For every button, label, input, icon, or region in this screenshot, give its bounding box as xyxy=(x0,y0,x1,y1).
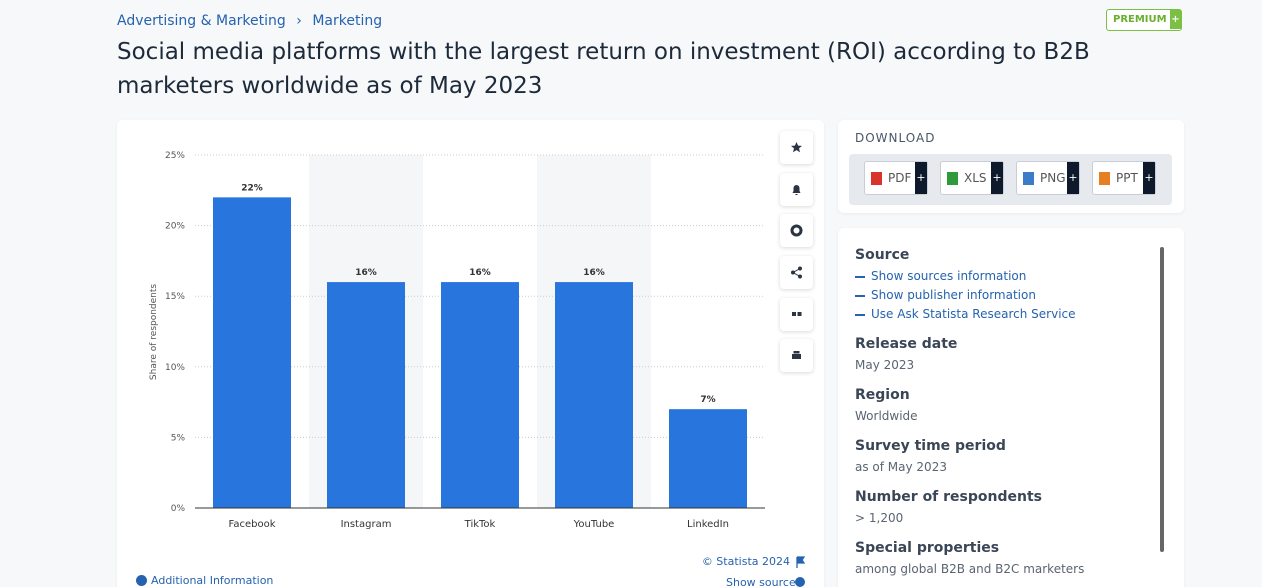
format-label: PNG xyxy=(1040,171,1066,185)
notification-button[interactable] xyxy=(780,173,813,206)
format-label: XLS xyxy=(964,171,987,185)
arrow-icon xyxy=(855,295,865,297)
download-button[interactable]: XLS + xyxy=(940,161,1004,195)
download-button[interactable]: PPT + xyxy=(1092,161,1156,195)
x-tick-label: TikTok xyxy=(464,519,496,530)
premium-badge[interactable]: PREMIUM + xyxy=(1106,9,1182,31)
value-label: 16% xyxy=(355,268,377,278)
cite-button[interactable] xyxy=(780,298,813,331)
additional-info-link[interactable]: Additional Information xyxy=(151,574,274,587)
bar xyxy=(441,282,519,508)
favorite-button[interactable] xyxy=(780,131,813,164)
x-tick-label: Instagram xyxy=(341,519,392,530)
x-tick-label: LinkedIn xyxy=(687,519,729,530)
badge-plus: + xyxy=(1170,10,1181,29)
share-button[interactable] xyxy=(780,256,813,289)
info-icon xyxy=(136,575,147,586)
y-tick-label: 5% xyxy=(171,433,186,443)
file-icon xyxy=(1099,172,1110,185)
file-icon xyxy=(947,172,958,185)
y-tick-label: 0% xyxy=(171,504,186,514)
file-icon xyxy=(1023,172,1034,185)
y-tick-label: 15% xyxy=(165,292,185,302)
file-icon xyxy=(871,172,882,185)
value-label: 16% xyxy=(583,268,605,278)
detail-link[interactable]: Use Ask Statista Research Service xyxy=(871,307,1076,321)
format-label: PPT xyxy=(1116,171,1138,185)
detail-link[interactable]: Show sources information xyxy=(871,269,1027,283)
detail-value: Worldwide xyxy=(855,409,918,423)
y-tick-label: 20% xyxy=(165,222,185,232)
y-tick-label: 25% xyxy=(165,151,185,161)
bar xyxy=(327,282,405,508)
show-source-link[interactable]: Show source xyxy=(726,576,796,587)
x-tick-label: Facebook xyxy=(229,519,276,530)
scrollbar xyxy=(1160,247,1164,552)
plus-icon: + xyxy=(915,162,927,194)
settings-button[interactable] xyxy=(780,214,813,247)
chart: Share of respondents © Statista 2024 0% 5… xyxy=(149,151,806,568)
detail-heading: Special properties xyxy=(855,540,1000,556)
y-axis-label: Share of respondents xyxy=(149,284,159,381)
x-tick-label: YouTube xyxy=(573,519,615,530)
detail-value: > 1,200 xyxy=(855,511,904,525)
arrow-icon xyxy=(855,314,865,316)
breadcrumb-separator: › xyxy=(296,13,302,29)
plus-icon: + xyxy=(1067,162,1079,194)
breadcrumb-link[interactable]: Marketing xyxy=(312,13,383,29)
detail-value: as of May 2023 xyxy=(855,460,947,474)
info-icon xyxy=(795,577,805,587)
credit[interactable]: © Statista 2024 xyxy=(702,555,790,568)
detail-heading: Region xyxy=(855,387,910,403)
y-tick-label: 10% xyxy=(165,363,185,373)
download-title: DOWNLOAD xyxy=(855,131,936,145)
print-button[interactable] xyxy=(780,339,813,372)
plus-icon: + xyxy=(1143,162,1155,194)
bar xyxy=(669,409,747,508)
detail-value: among global B2B and B2C marketers xyxy=(855,562,1085,576)
detail-heading: Source xyxy=(855,247,910,263)
value-label: 7% xyxy=(700,395,715,405)
bar xyxy=(555,282,633,508)
breadcrumb-link[interactable]: Advertising & Marketing xyxy=(117,13,286,29)
detail-heading: Release date xyxy=(855,336,958,352)
breadcrumb: Advertising & Marketing › Marketing xyxy=(117,13,388,29)
flag-icon xyxy=(796,556,806,568)
plus-icon: + xyxy=(991,162,1003,194)
detail-heading: Number of respondents xyxy=(855,489,1042,505)
details-panel xyxy=(838,228,1184,587)
arrow-icon xyxy=(855,276,865,278)
badge-text: PREMIUM xyxy=(1113,14,1167,25)
detail-value: May 2023 xyxy=(855,358,915,372)
bar xyxy=(213,197,291,509)
value-label: 16% xyxy=(469,268,491,278)
detail-heading: Survey time period xyxy=(855,438,1006,454)
download-button[interactable]: PDF + xyxy=(864,161,928,195)
download-button[interactable]: PNG + xyxy=(1016,161,1080,195)
detail-link[interactable]: Show publisher information xyxy=(871,288,1036,302)
format-label: PDF xyxy=(888,171,912,185)
value-label: 22% xyxy=(241,183,263,193)
page-title: Social media platforms with the largest … xyxy=(117,39,1090,99)
